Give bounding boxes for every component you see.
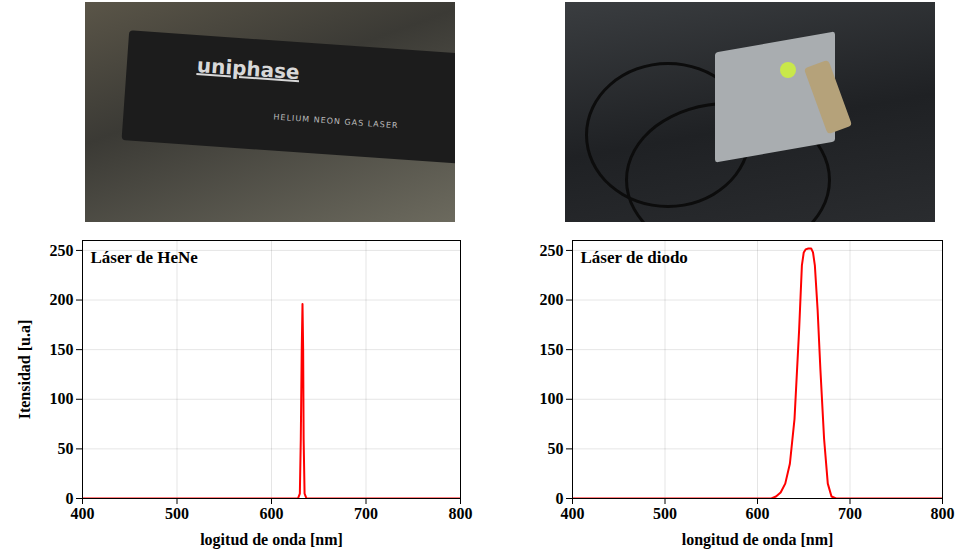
svg-text:250: 250 (50, 242, 74, 259)
html-text:uniphase: uniphase (196, 53, 301, 85)
svg-text:500: 500 (653, 505, 677, 522)
svg-text:100: 100 (50, 390, 74, 407)
svg-text:800: 800 (449, 505, 473, 522)
svg-text:150: 150 (50, 341, 74, 358)
svg-text:0: 0 (65, 489, 74, 507)
svg-text:0: 0 (555, 489, 564, 507)
svg-text:200: 200 (540, 291, 564, 308)
svg-text:600: 600 (260, 505, 284, 522)
svg-text:longitud de onda [nm]: longitud de onda [nm] (682, 531, 834, 549)
svg-text:800: 800 (931, 505, 955, 522)
html-text:HELIUM NEON GAS LASER: HELIUM NEON GAS LASER (273, 112, 399, 131)
svg-text:Láser de HeNe: Láser de HeNe (91, 248, 199, 267)
svg-text:100: 100 (540, 390, 564, 407)
svg-text:Láser de diodo: Láser de diodo (581, 248, 688, 267)
svg-text:50: 50 (58, 440, 74, 457)
svg-text:150: 150 (540, 341, 564, 358)
svg-text:logitud de onda [nm]: logitud de onda [nm] (200, 531, 343, 549)
svg-text:400: 400 (71, 505, 95, 522)
svg-text:200: 200 (50, 291, 74, 308)
svg-text:700: 700 (838, 505, 862, 522)
svg-text:250: 250 (540, 242, 564, 259)
svg-text:600: 600 (746, 505, 770, 522)
svg-text:50: 50 (548, 440, 564, 457)
svg-text:500: 500 (165, 505, 189, 522)
svg-text:700: 700 (354, 505, 378, 522)
svg-text:Itensidad [u.a]: Itensidad [u.a] (16, 320, 33, 420)
svg-text:400: 400 (561, 505, 585, 522)
